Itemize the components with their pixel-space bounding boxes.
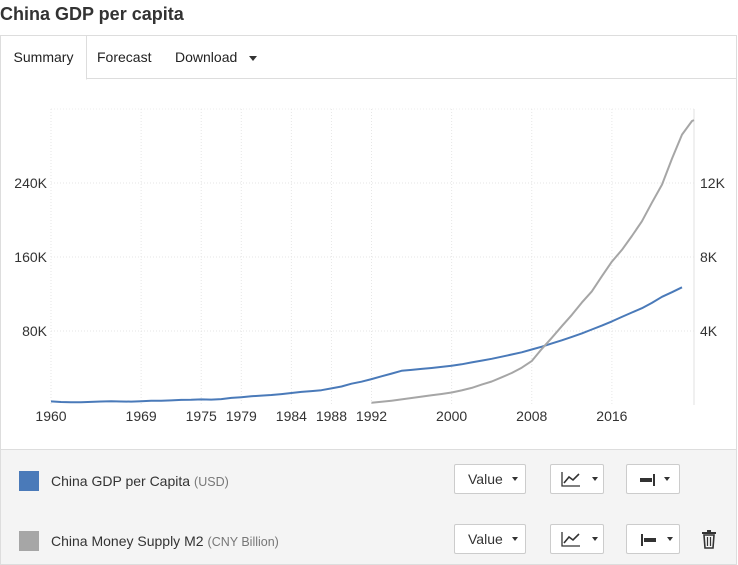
series-line-gdp-per-capita [50,286,683,404]
series-color-swatch [19,471,39,491]
y-right-tick-label: 4K [700,323,718,339]
series-name: China GDP per Capita [51,473,191,489]
chart-type-dropdown[interactable] [550,524,604,554]
chevron-down-icon [592,537,598,541]
axis-right-icon [640,474,655,486]
y-right-tick-label: 12K [700,175,726,191]
series-label: China Money Supply M2 (CNY Billion) [51,533,279,549]
line-chart-icon [561,472,580,487]
value-dropdown-label: Value [468,471,503,487]
chart-type-dropdown[interactable] [550,464,604,494]
legend-row-m2: China Money Supply M2 (CNY Billion) Value [1,515,736,565]
x-tick-label: 1988 [316,408,347,424]
chevron-down-icon [592,477,598,481]
axis-dropdown[interactable] [626,524,680,554]
axis-dropdown[interactable] [626,464,680,494]
series-name: China Money Supply M2 [51,533,204,549]
tab-bar: Summary Forecast Download [0,35,737,80]
x-tick-label: 2008 [516,408,547,424]
value-dropdown-label: Value [468,531,503,547]
line-chart-icon [561,532,580,547]
x-tick-label: 1984 [276,408,307,424]
series-label: China GDP per Capita (USD) [51,473,229,489]
page-title: China GDP per capita [0,4,184,24]
chevron-down-icon [664,477,670,481]
chevron-down-icon [512,537,518,541]
y-left-tick-label: 80K [22,323,48,339]
x-tick-label: 1969 [126,408,157,424]
y-left-tick-label: 240K [14,175,47,191]
chevron-down-icon [249,55,258,61]
x-tick-label: 1992 [356,408,387,424]
chart-area: 80K 160K 240K 4K 8K 12K 1960 1969 1975 1979 1984 19… [0,79,737,449]
chart-svg: 80K 160K 240K 4K 8K 12K 1960 1969 1975 1979 1984 19… [14,108,726,424]
y-right-tick-label: 8K [700,249,718,265]
tab-forecast[interactable]: Forecast [97,36,151,78]
value-dropdown[interactable]: Value [454,464,526,494]
x-tick-label: 2016 [596,408,627,424]
legend-row-gdp: China GDP per Capita (USD) Value [1,455,736,505]
value-dropdown[interactable]: Value [454,524,526,554]
x-tick-label: 1979 [226,408,257,424]
x-tick-label: 1960 [35,408,66,424]
x-tick-label: 2000 [436,408,467,424]
series-unit: (USD) [194,475,229,489]
y-left-tick-label: 160K [14,249,47,265]
tab-download-label: Download [175,49,238,65]
series-color-swatch [19,531,39,551]
x-tick-label: 1975 [186,408,217,424]
tab-summary[interactable]: Summary [1,36,87,80]
legend-panel: China GDP per Capita (USD) Value China Mo… [0,449,737,565]
tab-summary-label: Summary [13,49,74,65]
series-unit: (CNY Billion) [207,535,279,549]
axis-left-icon [641,534,656,546]
tab-forecast-label: Forecast [97,49,152,65]
chevron-down-icon [667,537,673,541]
chevron-down-icon [512,477,518,481]
tab-download[interactable]: Download [175,36,258,78]
series-line-money-supply-m2 [371,119,695,404]
trash-icon[interactable] [701,529,717,549]
